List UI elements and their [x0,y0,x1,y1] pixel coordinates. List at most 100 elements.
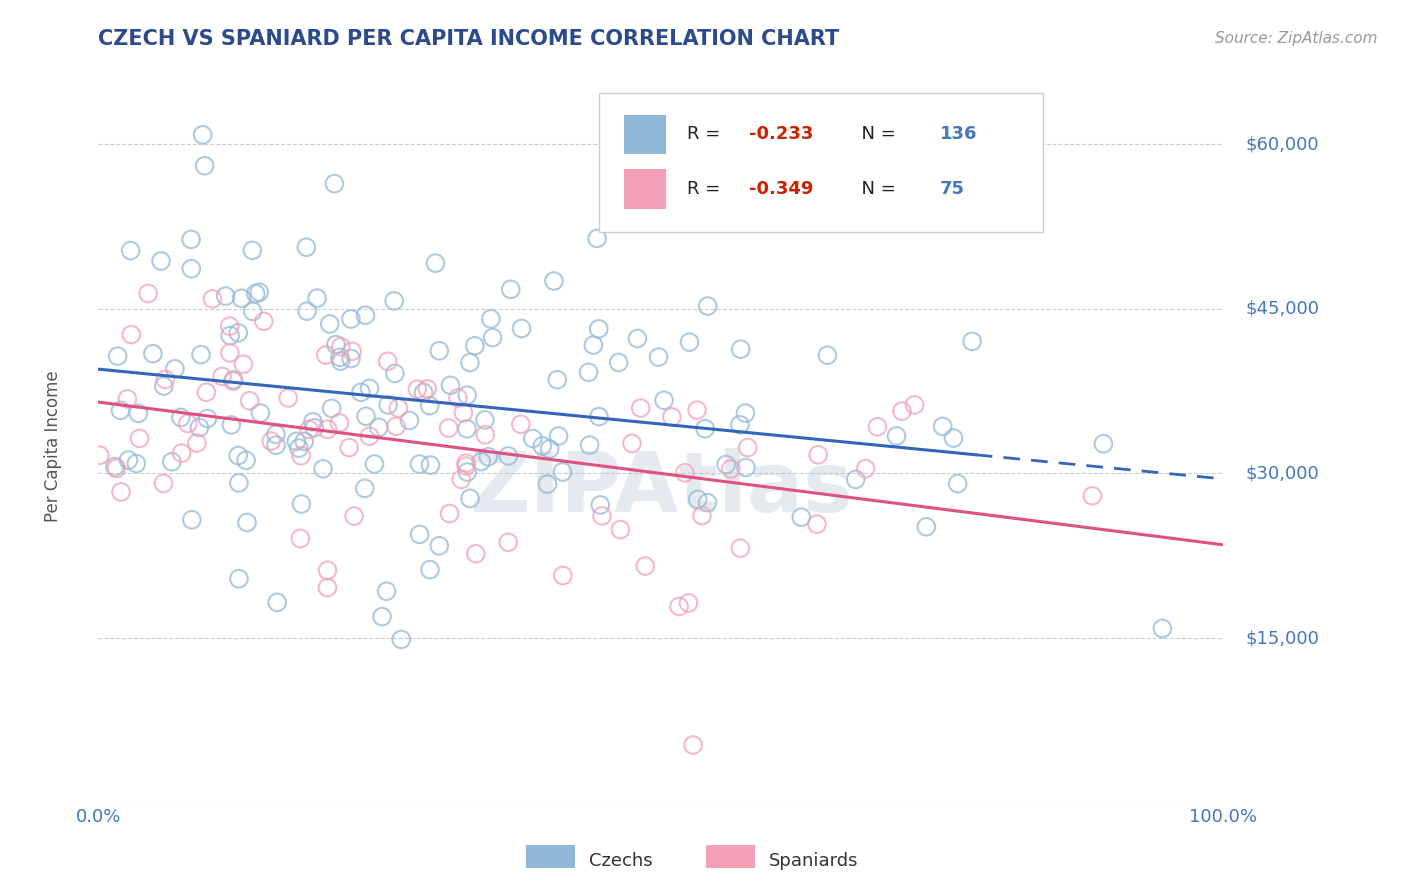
Point [419,563,441,577]
Point [316,563,339,577]
Point [456,459,478,474]
Point [634,559,657,574]
Point [509,417,531,432]
Point [481,330,503,344]
Point [696,299,718,313]
Point [790,510,813,524]
Point [682,738,704,752]
Point [245,286,267,301]
Point [329,351,352,365]
Point [464,339,486,353]
Point [807,448,830,462]
Point [340,351,363,366]
Point [247,285,270,300]
Point [235,453,257,467]
Point [117,392,139,406]
Text: 75: 75 [939,180,965,198]
Point [304,421,326,435]
Point [295,240,318,254]
Point [546,373,568,387]
Point [538,442,561,456]
Point [453,406,475,420]
FancyBboxPatch shape [624,169,666,209]
Point [288,441,311,455]
Point [652,393,675,408]
FancyBboxPatch shape [599,93,1043,232]
Point [343,509,366,524]
Point [470,454,492,468]
Point [239,393,262,408]
Point [582,338,605,352]
Point [551,465,574,479]
Point [155,372,177,386]
Point [222,373,245,387]
Point [375,584,398,599]
Point [1152,622,1174,636]
Point [439,507,461,521]
Point [105,461,128,475]
Point [387,401,409,415]
Point [720,462,742,476]
Point [499,282,522,296]
Point [110,403,132,417]
Text: Source: ZipAtlas.com: Source: ZipAtlas.com [1215,31,1378,46]
Point [236,516,259,530]
Point [315,348,337,362]
Text: R =: R = [686,180,725,198]
Point [353,481,375,495]
Point [547,429,569,443]
Point [125,457,148,471]
Point [316,581,339,595]
Point [319,317,342,331]
Point [425,256,447,270]
Point [474,427,496,442]
Point [160,455,183,469]
Point [382,293,405,308]
Point [190,348,212,362]
Point [242,304,264,318]
Point [450,472,472,486]
Point [127,406,149,420]
Text: Czechs: Czechs [589,852,652,870]
Point [226,326,249,340]
Point [266,595,288,609]
Text: 136: 136 [939,125,977,143]
Point [408,457,430,471]
Point [136,286,159,301]
Point [728,417,751,432]
Text: $30,000: $30,000 [1246,465,1319,483]
Point [170,446,193,460]
Point [439,378,461,392]
Point [359,429,381,443]
Point [389,632,412,647]
Point [214,289,236,303]
Point [960,334,983,349]
Point [228,475,250,490]
Point [586,231,609,245]
Point [458,355,481,369]
Point [578,365,600,379]
Point [350,385,373,400]
Point [163,361,186,376]
Point [942,431,965,445]
Point [328,416,350,430]
Point [591,508,613,523]
Text: -0.233: -0.233 [748,125,813,143]
Point [946,476,969,491]
Point [578,438,600,452]
Point [730,541,752,556]
Point [464,547,486,561]
Point [219,328,242,343]
Point [855,461,877,475]
Text: -0.349: -0.349 [748,180,813,198]
Point [253,314,276,328]
Point [817,348,839,362]
Point [398,413,420,427]
Point [385,419,408,434]
Point [668,599,690,614]
Point [498,449,520,463]
Point [302,415,325,429]
Point [447,391,470,405]
Text: CZECH VS SPANIARD PER CAPITA INCOME CORRELATION CHART: CZECH VS SPANIARD PER CAPITA INCOME CORR… [98,29,839,49]
Point [195,385,218,400]
